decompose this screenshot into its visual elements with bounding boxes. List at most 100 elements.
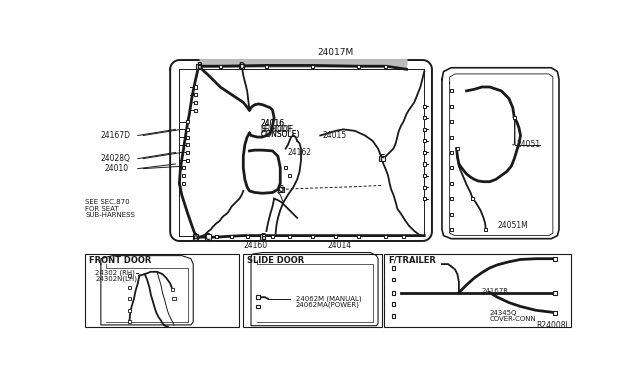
Bar — [553, 291, 557, 295]
Bar — [239, 64, 244, 69]
Bar — [422, 174, 426, 177]
Bar — [422, 163, 426, 166]
Bar — [392, 302, 396, 306]
Bar — [380, 156, 385, 161]
Bar — [422, 128, 426, 131]
Bar — [186, 151, 189, 154]
Bar — [194, 101, 197, 104]
Text: 24062M (MANUAL): 24062M (MANUAL) — [296, 295, 362, 302]
Bar — [392, 266, 396, 270]
Text: 24167D: 24167D — [100, 131, 130, 140]
Text: E: E — [260, 232, 265, 242]
Text: 24016: 24016 — [260, 119, 284, 128]
Bar — [422, 140, 426, 142]
Bar — [215, 235, 218, 238]
Bar — [450, 151, 452, 154]
Bar — [384, 65, 387, 68]
Bar — [553, 311, 557, 314]
Bar — [128, 320, 131, 323]
Bar — [288, 174, 291, 177]
Bar — [186, 135, 189, 139]
Text: 24162: 24162 — [288, 148, 312, 157]
Text: 24302N(LH): 24302N(LH) — [95, 276, 138, 282]
Text: COVER-CONN: COVER-CONN — [490, 316, 536, 322]
Bar — [194, 93, 197, 96]
Text: CONSOLE): CONSOLE) — [260, 130, 300, 139]
Bar — [422, 186, 426, 189]
Text: F/TRAILER: F/TRAILER — [388, 256, 436, 265]
Text: B: B — [196, 62, 202, 71]
Text: R24008L: R24008L — [536, 321, 570, 330]
Text: A: A — [193, 232, 198, 242]
Bar — [186, 128, 189, 131]
Text: 24016: 24016 — [260, 119, 284, 128]
Bar — [205, 234, 211, 240]
Bar — [171, 288, 174, 291]
Text: F: F — [380, 154, 385, 163]
Text: G: G — [278, 185, 284, 194]
Bar — [246, 235, 249, 238]
Bar — [128, 309, 131, 312]
Bar — [450, 120, 452, 123]
Bar — [194, 109, 197, 112]
Text: 24015: 24015 — [323, 131, 347, 140]
Bar — [402, 235, 405, 238]
Bar — [357, 65, 360, 68]
Bar — [450, 89, 452, 92]
Bar — [450, 135, 452, 139]
Bar — [182, 166, 185, 169]
Bar — [311, 65, 314, 68]
Text: D: D — [239, 62, 245, 71]
Bar — [265, 65, 268, 68]
Bar — [128, 286, 131, 289]
Bar — [288, 235, 291, 238]
Text: CONSOLE): CONSOLE) — [260, 130, 300, 139]
Bar — [422, 197, 426, 200]
Bar — [278, 187, 284, 192]
Text: 24028Q: 24028Q — [100, 154, 130, 163]
Bar — [456, 147, 459, 150]
Bar — [311, 235, 314, 238]
Text: 24302 (RH): 24302 (RH) — [95, 269, 135, 276]
Bar — [128, 274, 131, 277]
Bar — [392, 278, 396, 281]
Bar — [186, 158, 189, 162]
Bar — [484, 228, 488, 231]
Bar — [243, 254, 382, 327]
Bar — [357, 235, 360, 238]
Text: FOR SEAT: FOR SEAT — [86, 206, 119, 212]
Bar — [334, 235, 337, 238]
Bar — [186, 143, 189, 146]
Bar — [230, 235, 234, 238]
Text: 24062MA(POWER): 24062MA(POWER) — [296, 302, 360, 308]
Bar — [172, 297, 175, 300]
Bar — [450, 212, 452, 216]
Bar — [256, 305, 260, 308]
Text: 24010: 24010 — [105, 164, 129, 173]
Bar — [450, 228, 452, 231]
Bar — [256, 295, 260, 299]
Bar — [450, 197, 452, 200]
Text: SF/ROOF: SF/ROOF — [260, 125, 294, 134]
Text: C: C — [205, 232, 211, 242]
Text: (F/ROOF: (F/ROOF — [260, 125, 292, 134]
Bar — [553, 257, 557, 261]
Text: 24051M: 24051M — [497, 221, 528, 230]
Bar — [196, 64, 202, 69]
Bar — [284, 166, 287, 169]
Bar — [182, 182, 185, 185]
Text: 24017M: 24017M — [317, 48, 354, 57]
Bar — [422, 116, 426, 119]
Text: SEE SEC.870: SEE SEC.870 — [86, 199, 130, 205]
Bar — [384, 235, 387, 238]
Text: SUB-HARNESS: SUB-HARNESS — [86, 212, 135, 218]
Bar — [450, 105, 452, 108]
Bar — [384, 254, 570, 327]
Bar — [271, 235, 274, 238]
Bar — [471, 197, 474, 200]
Bar — [186, 120, 189, 123]
Bar — [450, 166, 452, 169]
Bar — [128, 297, 131, 300]
Bar — [182, 174, 185, 177]
Bar — [513, 116, 516, 119]
